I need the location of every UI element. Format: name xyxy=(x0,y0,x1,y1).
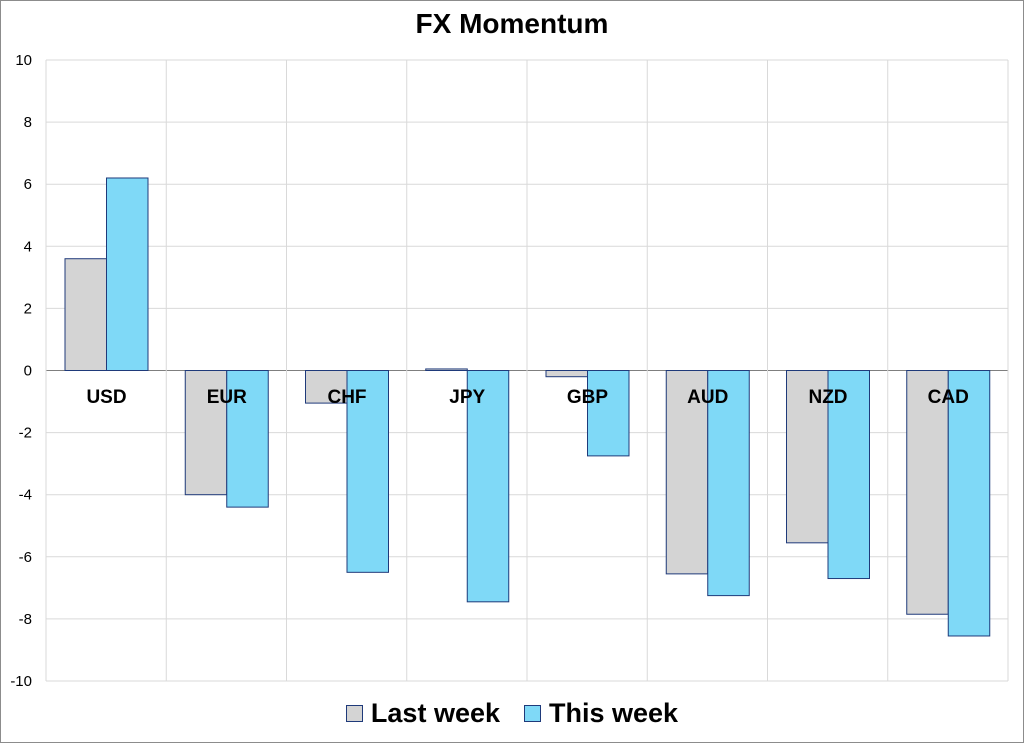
bar-last-week-aud xyxy=(665,370,709,575)
bar-this-week-eur xyxy=(226,370,269,508)
y-tick-label: -6 xyxy=(19,549,32,566)
legend-item-last-week: Last week xyxy=(345,698,500,729)
bar-this-week-gbp xyxy=(587,370,630,457)
bar-this-week-aud xyxy=(707,370,750,597)
category-label-usd: USD xyxy=(86,387,126,408)
bar-last-week-jpy xyxy=(425,368,468,372)
y-tick-label: 6 xyxy=(24,176,32,193)
category-label-gbp: GBP xyxy=(567,387,609,408)
bar-last-week-eur xyxy=(184,370,228,496)
y-tick-label: -4 xyxy=(19,487,32,504)
bars xyxy=(64,177,991,637)
bar-last-week-chf xyxy=(305,370,348,404)
y-tick-label: -2 xyxy=(19,425,32,442)
category-label-nzd: NZD xyxy=(808,387,847,408)
y-tick-label: 0 xyxy=(24,363,32,380)
bar-this-week-jpy xyxy=(466,370,510,603)
legend: Last week This week xyxy=(0,698,1024,729)
bar-last-week-cad xyxy=(906,370,949,615)
y-tick-label: 2 xyxy=(24,300,32,317)
bar-last-week-nzd xyxy=(786,370,829,544)
y-axis-labels: 10 8 6 4 2 0 -2 -4 -6 -8 -10 xyxy=(10,52,32,690)
legend-item-this-week: This week xyxy=(524,698,678,729)
y-tick-label: 10 xyxy=(15,52,32,69)
category-label-cad: CAD xyxy=(928,387,969,408)
bar-this-week-cad xyxy=(947,370,991,637)
bar-this-week-usd xyxy=(106,177,149,371)
bar-this-week-nzd xyxy=(827,370,870,580)
y-tick-label: -10 xyxy=(10,673,32,690)
bar-this-week-chf xyxy=(346,370,389,573)
category-label-aud: AUD xyxy=(687,387,728,408)
y-tick-label: 4 xyxy=(24,238,32,255)
bar-last-week-usd xyxy=(64,258,107,371)
legend-label-last-week: Last week xyxy=(370,698,500,728)
category-label-chf: CHF xyxy=(327,387,366,408)
y-tick-label: -8 xyxy=(19,611,32,628)
bar-last-week-gbp xyxy=(545,370,588,378)
category-label-jpy: JPY xyxy=(449,387,485,408)
chart-title: FX Momentum xyxy=(415,8,609,39)
x-axis-labels: USD EUR CHF JPY GBP AUD NZD CAD xyxy=(86,387,968,408)
legend-swatch-this-week xyxy=(524,705,541,722)
legend-label-this-week: This week xyxy=(549,698,679,728)
category-label-eur: EUR xyxy=(207,387,247,408)
y-tick-label: 8 xyxy=(24,114,32,131)
legend-swatch-last-week xyxy=(345,705,363,722)
